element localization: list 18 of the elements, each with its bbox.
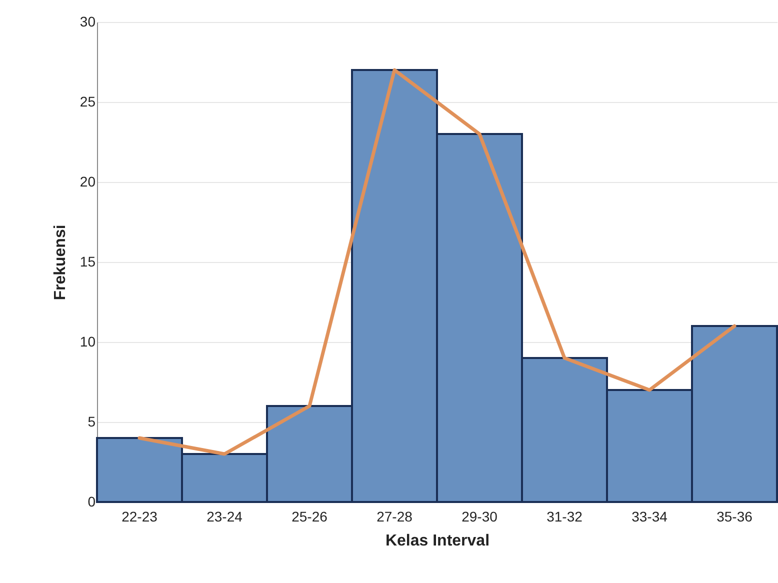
line-series bbox=[138, 68, 736, 456]
y-tick-label: 10 bbox=[80, 334, 96, 350]
x-tick-label: 33-34 bbox=[632, 508, 668, 524]
y-tick-label: 30 bbox=[80, 14, 96, 30]
x-tick-label: 31-32 bbox=[546, 508, 583, 524]
x-tick-label: 25-26 bbox=[292, 508, 328, 524]
x-tick-label: 35-36 bbox=[716, 508, 753, 524]
x-tick-label: 22-23 bbox=[122, 508, 158, 524]
x-axis-title: Kelas Interval bbox=[385, 532, 490, 550]
x-tick-label: 23-24 bbox=[206, 508, 243, 524]
x-tick-label: 27-28 bbox=[376, 508, 413, 524]
y-tick-label: 15 bbox=[80, 254, 96, 270]
y-tick-label: 25 bbox=[80, 94, 96, 110]
y-tick-label: 0 bbox=[88, 494, 96, 510]
y-axis-title: Frekuensi bbox=[52, 224, 69, 300]
x-tick-label: 29-30 bbox=[462, 508, 498, 524]
y-tick-label: 20 bbox=[80, 174, 96, 190]
y-tick-label: 5 bbox=[88, 414, 96, 430]
